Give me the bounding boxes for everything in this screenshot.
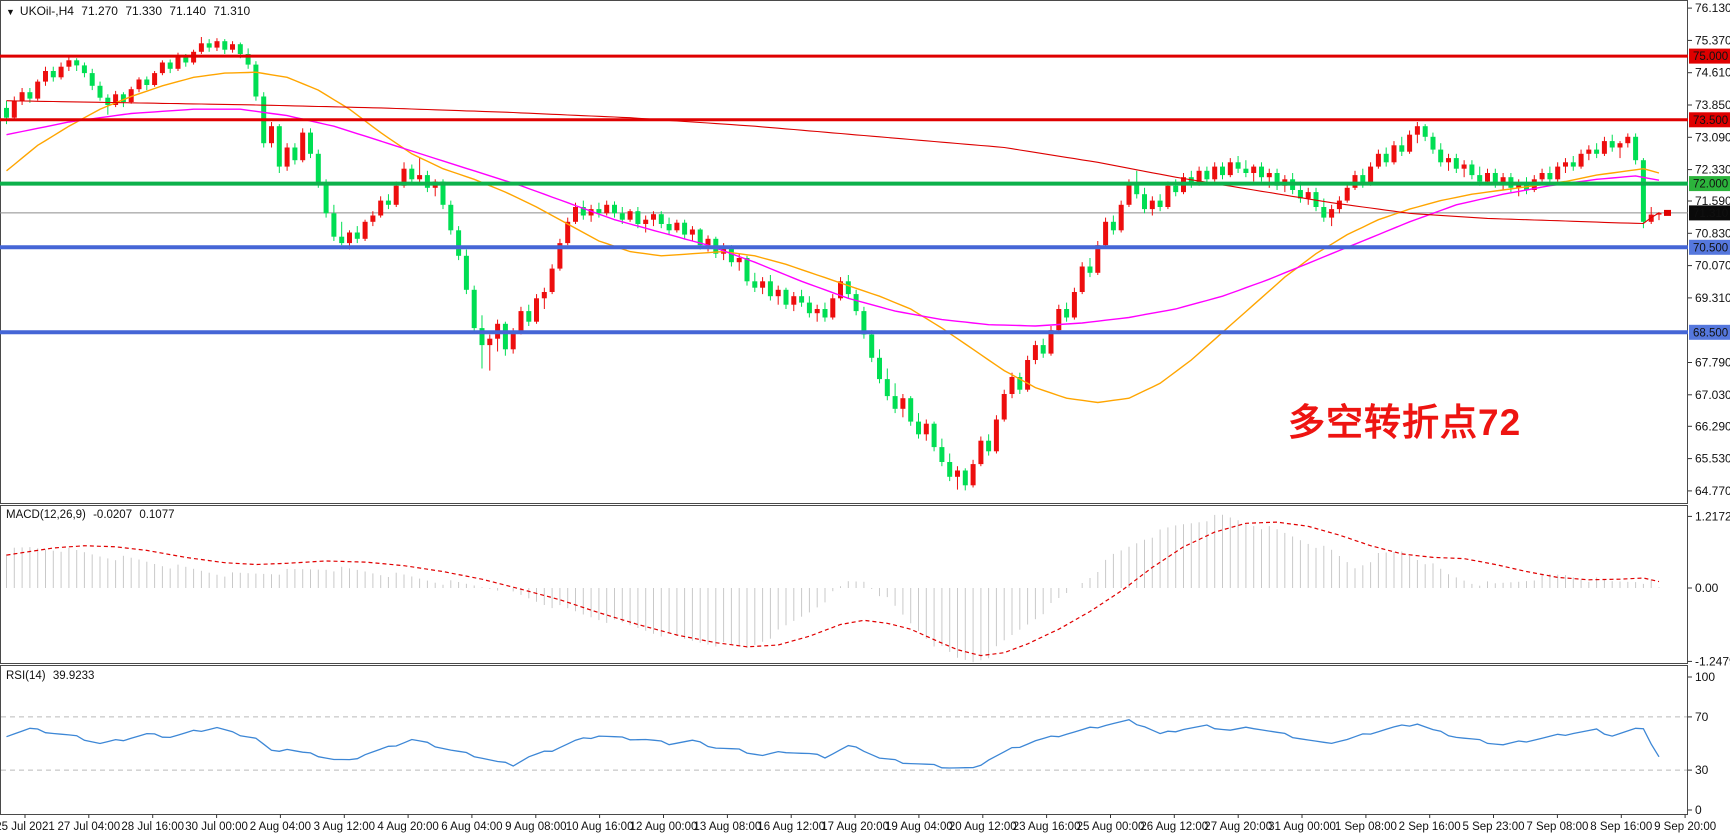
- svg-text:1 Sep 08:00: 1 Sep 08:00: [1335, 821, 1397, 833]
- macd-panel: 1.2172 0.00 -1.2479: [6, 509, 1730, 668]
- svg-text:0.00: 0.00: [1695, 581, 1719, 595]
- panel-borders: [0, 0, 1688, 815]
- macd-signal-line: [6, 521, 1660, 657]
- collapse-indicator-icon[interactable]: ▼: [6, 7, 15, 17]
- ma-red: [6, 100, 1660, 225]
- svg-text:2 Sep 16:00: 2 Sep 16:00: [1399, 821, 1461, 833]
- svg-text:6 Aug 04:00: 6 Aug 04:00: [441, 821, 502, 833]
- chart-annotation-text: 多空转折点72: [1288, 402, 1522, 443]
- svg-text:-1.2479: -1.2479: [1695, 654, 1730, 668]
- rsi-indicator-label: RSI(14) 39.9233: [6, 670, 98, 682]
- price-badge-73.500: 73.500: [1689, 112, 1730, 128]
- svg-text:100: 100: [1695, 670, 1715, 684]
- svg-text:67.790: 67.790: [1695, 356, 1730, 370]
- svg-text:71.310: 71.310: [1693, 208, 1728, 220]
- svg-text:66.290: 66.290: [1695, 419, 1730, 433]
- svg-text:28 Jul 16:00: 28 Jul 16:00: [121, 821, 184, 833]
- price-badge-68.500: 68.500: [1689, 324, 1730, 340]
- ohlc-close: 71.310: [213, 4, 251, 18]
- macd-signal-value: 0.1077: [139, 509, 175, 521]
- price-badge-72.000: 72.000: [1689, 176, 1730, 192]
- rsi-line: [6, 719, 1660, 769]
- svg-text:75.370: 75.370: [1695, 33, 1730, 47]
- svg-text:30: 30: [1695, 763, 1709, 777]
- candlesticks: [4, 37, 1662, 491]
- svg-text:72.330: 72.330: [1695, 163, 1730, 177]
- svg-text:7 Sep 08:00: 7 Sep 08:00: [1526, 821, 1588, 833]
- svg-text:73.500: 73.500: [1693, 115, 1728, 127]
- svg-text:72.000: 72.000: [1693, 179, 1728, 191]
- svg-text:5 Sep 23:00: 5 Sep 23:00: [1462, 821, 1524, 833]
- price-badge-70.500: 70.500: [1689, 239, 1730, 255]
- symbol-name: UKOil-,H4: [19, 4, 74, 18]
- price-axis[interactable]: 76.130 75.370 74.610 73.850 73.090 72.330 71.5…: [1688, 1, 1730, 498]
- svg-text:25 Jul 2021: 25 Jul 2021: [0, 821, 55, 833]
- svg-text:75.000: 75.000: [1693, 51, 1728, 63]
- svg-text:20 Aug 12:00: 20 Aug 12:00: [949, 821, 1017, 833]
- svg-text:68.500: 68.500: [1693, 327, 1728, 339]
- svg-text:70.830: 70.830: [1695, 226, 1730, 240]
- svg-text:9 Sep 20:00: 9 Sep 20:00: [1654, 821, 1716, 833]
- svg-text:69.310: 69.310: [1695, 291, 1730, 305]
- svg-text:17 Aug 20:00: 17 Aug 20:00: [821, 821, 889, 833]
- svg-text:76.130: 76.130: [1695, 1, 1730, 15]
- ohlc-open: 71.270: [81, 4, 118, 18]
- svg-text:70: 70: [1695, 710, 1709, 724]
- svg-text:26 Aug 12:00: 26 Aug 12:00: [1140, 821, 1208, 833]
- svg-text:30 Jul 00:00: 30 Jul 00:00: [185, 821, 248, 833]
- svg-text:23 Aug 16:00: 23 Aug 16:00: [1013, 821, 1081, 833]
- svg-text:27 Jul 04:00: 27 Jul 04:00: [57, 821, 120, 833]
- svg-text:0: 0: [1695, 803, 1702, 817]
- svg-text:73.850: 73.850: [1695, 98, 1730, 112]
- svg-text:4 Aug 20:00: 4 Aug 20:00: [377, 821, 438, 833]
- svg-text:2 Aug 04:00: 2 Aug 04:00: [250, 821, 311, 833]
- horizontal-level-lines: [0, 54, 1688, 335]
- svg-text:65.530: 65.530: [1695, 452, 1730, 466]
- svg-text:16 Aug 12:00: 16 Aug 12:00: [757, 821, 825, 833]
- svg-text:74.610: 74.610: [1695, 66, 1730, 80]
- svg-text:12 Aug 00:00: 12 Aug 00:00: [630, 821, 698, 833]
- svg-text:70.070: 70.070: [1695, 259, 1730, 273]
- svg-text:64.770: 64.770: [1695, 484, 1730, 498]
- svg-text:25 Aug 00:00: 25 Aug 00:00: [1077, 821, 1145, 833]
- current-price-badge: 71.310: [1689, 205, 1730, 221]
- svg-text:13 Aug 08:00: 13 Aug 08:00: [694, 821, 762, 833]
- svg-text:10 Aug 16:00: 10 Aug 16:00: [566, 821, 634, 833]
- svg-text:3 Aug 12:00: 3 Aug 12:00: [314, 821, 375, 833]
- macd-main-value: -0.0207: [93, 509, 133, 521]
- rsi-value: 39.9233: [52, 670, 95, 682]
- svg-text:31 Aug 00:00: 31 Aug 00:00: [1268, 821, 1336, 833]
- macd-name: MACD(12,26,9): [6, 509, 86, 521]
- svg-text:9 Aug 08:00: 9 Aug 08:00: [505, 821, 566, 833]
- ma-orange: [6, 71, 1660, 404]
- symbol-title: ▼ UKOil-,H4 71.270 71.330 71.140 71.310: [6, 4, 254, 18]
- price-badge-75.000: 75.000: [1689, 48, 1730, 64]
- svg-text:70.500: 70.500: [1693, 242, 1728, 254]
- svg-text:67.030: 67.030: [1695, 388, 1730, 402]
- svg-text:71.590: 71.590: [1695, 194, 1730, 208]
- ma-magenta: [6, 108, 1660, 327]
- rsi-name: RSI(14): [6, 670, 46, 682]
- ohlc-high: 71.330: [125, 4, 163, 18]
- svg-text:1.2172: 1.2172: [1695, 509, 1730, 523]
- svg-text:73.090: 73.090: [1695, 130, 1730, 144]
- svg-text:8 Sep 16:00: 8 Sep 16:00: [1590, 821, 1652, 833]
- macd-indicator-label: MACD(12,26,9) -0.0207 0.1077: [6, 509, 179, 521]
- rsi-panel: 100 70 30 0: [1, 670, 1715, 817]
- current-price-marker: [1664, 209, 1671, 216]
- svg-text:19 Aug 04:00: 19 Aug 04:00: [885, 821, 953, 833]
- svg-text:27 Aug 20:00: 27 Aug 20:00: [1204, 821, 1272, 833]
- ohlc-low: 71.140: [169, 4, 207, 18]
- time-axis[interactable]: 25 Jul 2021 27 Jul 04:00 28 Jul 16:00 30 Ju…: [0, 814, 1716, 834]
